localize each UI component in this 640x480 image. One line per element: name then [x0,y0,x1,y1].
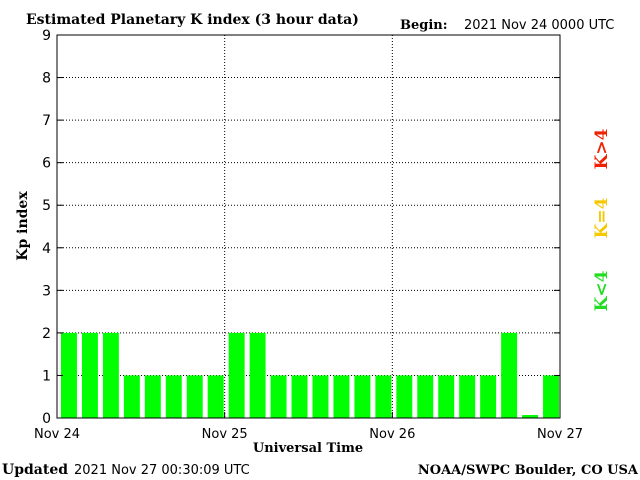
kp-bar [61,332,77,418]
y-tick-label: 4 [42,241,51,257]
kp-bar [522,415,539,418]
kp-bar [186,375,203,418]
begin-value: 2021 Nov 24 0000 UTC [464,18,614,33]
kp-bar [249,332,266,418]
x-axis-labels: Nov 24 Nov 25 Nov 26 Nov 27 [34,412,583,442]
kp-bar [312,375,329,418]
legend-k-equal-4: K=4 [592,197,612,238]
kp-bar [396,375,413,418]
kp-bar [459,375,476,418]
x-axis-label: Universal Time [253,441,363,456]
plot-frame [56,34,561,419]
kp-bar [228,332,245,418]
kp-bar [291,375,308,418]
kp-bar [417,375,434,418]
y-tick-label: 0 [42,411,51,427]
y-axis-ticks: 0 1 2 3 4 5 6 7 8 9 [42,28,560,427]
kp-bar [207,375,224,418]
y-tick-label: 1 [42,368,51,384]
legend-k-greater-4: K>4 [592,128,612,169]
kp-bar [501,332,518,418]
kp-bar [480,375,497,418]
y-tick-label: 9 [42,28,51,44]
x-tick-label: Nov 25 [202,427,248,442]
updated-value: 2021 Nov 27 00:30:09 UTC [74,463,250,478]
kp-bar [375,375,392,418]
grid-lines [57,35,560,418]
kp-bar [354,375,371,418]
x-tick-label: Nov 26 [369,427,415,442]
y-tick-label: 5 [42,198,51,214]
legend-k-less-4: K<4 [592,270,612,311]
bars-group [61,332,559,418]
kp-bar [123,375,140,418]
kp-bar [144,375,161,418]
kp-bar [102,332,119,418]
kp-bar [270,375,287,418]
y-tick-label: 7 [42,113,51,129]
kp-bar [81,332,98,418]
y-tick-label: 3 [42,283,51,299]
kp-bar [333,375,350,418]
y-tick-label: 6 [42,156,51,172]
begin-label: Begin: [400,18,448,33]
kp-bar [438,375,455,418]
chart-title: Estimated Planetary K index (3 hour data… [26,12,359,28]
x-tick-label: Nov 27 [537,427,583,442]
source-credit: NOAA/SWPC Boulder, CO USA [418,463,639,478]
kp-bar [165,375,182,418]
x-tick-label: Nov 24 [34,427,80,442]
kp-bar [543,375,559,418]
updated-label: Updated [2,462,68,478]
y-tick-label: 2 [42,326,51,342]
y-tick-label: 8 [42,71,51,87]
y-axis-label: Kp index [15,191,31,261]
